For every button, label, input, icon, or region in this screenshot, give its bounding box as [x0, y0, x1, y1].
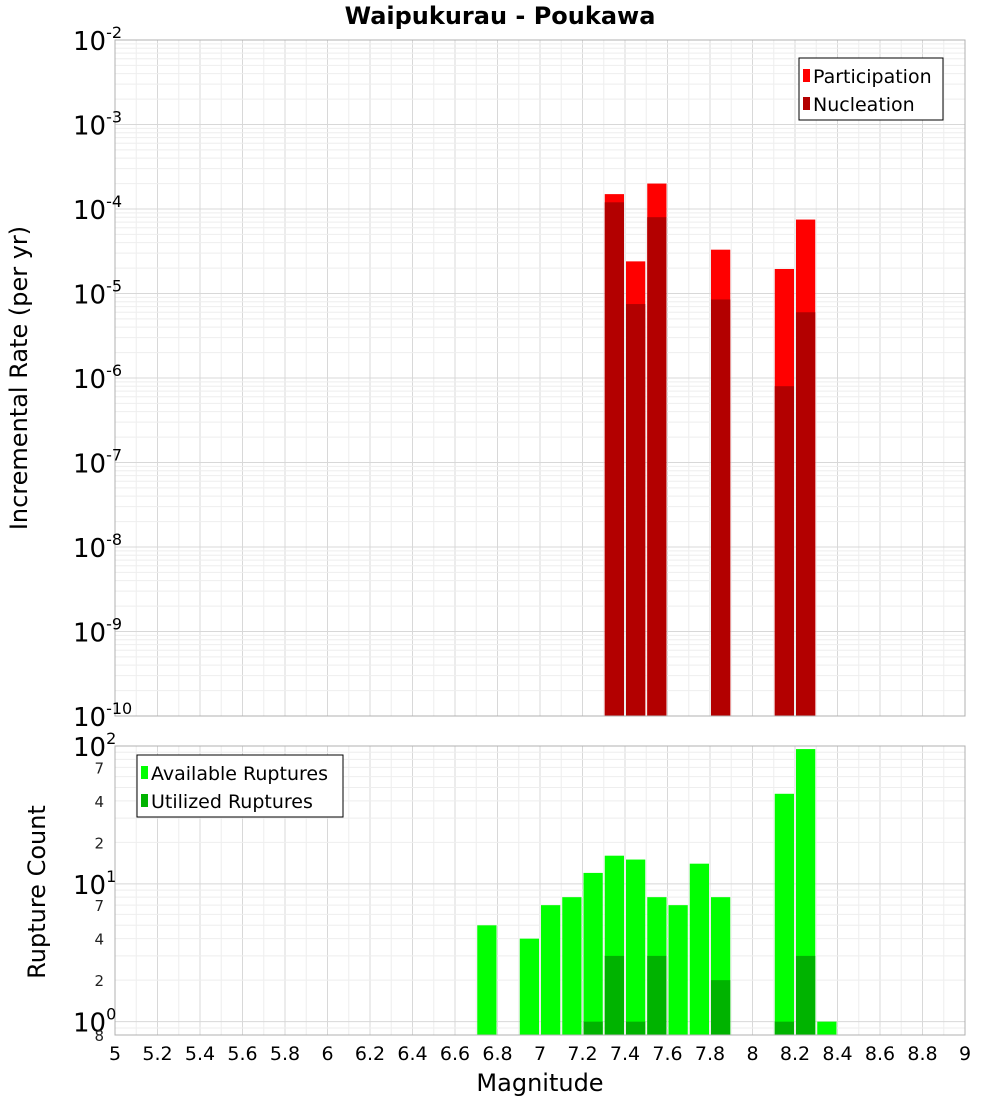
top-legend-swatch	[803, 69, 810, 82]
bottom-bar-utilized-ruptures	[796, 955, 816, 1035]
x-tick-label: 8.2	[780, 1043, 810, 1065]
bottom-bar-available-ruptures	[668, 905, 688, 1035]
bottom-legend-label: Available Ruptures	[151, 763, 328, 785]
x-tick-label: 5.2	[142, 1043, 172, 1065]
bottom-y-axis-label: Rupture Count	[23, 805, 51, 979]
top-y-axis-label: Incremental Rate (per yr)	[5, 226, 33, 530]
top-bar-nucleation	[774, 386, 794, 716]
top-bar-nucleation	[604, 202, 624, 716]
x-tick-label: 7.6	[652, 1043, 682, 1065]
bottom-y-minor-tick-label: 7	[94, 759, 104, 777]
x-tick-label: 8	[746, 1043, 758, 1065]
bottom-y-minor-tick-label: 2	[94, 972, 104, 990]
top-y-tick-label: 10-10	[73, 699, 132, 733]
bottom-bar-utilized-ruptures	[647, 955, 667, 1035]
x-tick-label: 7.4	[610, 1043, 640, 1065]
bottom-bar-available-ruptures	[774, 793, 794, 1035]
top-legend-box	[798, 57, 944, 121]
top-legend-label: Participation	[813, 66, 932, 88]
top-legend: Participation Nucleation	[798, 57, 944, 121]
x-tick-labels: 5 5.2 5.4 5.6 5.8 6 6.2 6.4 6.6 6.8 7 7.2 7.4 7.6 7.8 8…	[109, 1043, 971, 1065]
bottom-bar-available-ruptures	[626, 859, 646, 1035]
top-y-tick-label: 10-6	[73, 361, 122, 395]
top-y-tick-label: 10-3	[73, 108, 122, 142]
x-tick-label: 5.8	[270, 1043, 300, 1065]
top-bar-nucleation	[711, 299, 731, 716]
bottom-bar-utilized-ruptures	[774, 1021, 794, 1035]
top-plot-frame	[114, 39, 966, 717]
bottom-y-tick-label: 102	[73, 729, 116, 763]
bottom-bar-available-ruptures	[477, 925, 497, 1035]
bottom-legend: Available Ruptures Utilized Ruptures	[136, 754, 344, 818]
x-tick-label: 8.8	[907, 1043, 937, 1065]
x-tick-label: 7.2	[567, 1043, 597, 1065]
bottom-bar-available-ruptures	[817, 1021, 837, 1035]
bottom-bar-utilized-ruptures	[711, 980, 731, 1035]
bottom-bar-available-ruptures	[689, 863, 709, 1035]
x-tick-label: 6.4	[397, 1043, 427, 1065]
top-y-tick-label: 10-4	[73, 192, 122, 226]
top-y-tick-label: 10-9	[73, 615, 122, 649]
x-tick-label: 8.6	[865, 1043, 895, 1065]
bottom-legend-label: Utilized Ruptures	[151, 791, 313, 813]
x-tick-label: 6	[321, 1043, 333, 1065]
bottom-y-minor-tick-label: 8	[94, 1027, 104, 1045]
bottom-legend-box	[136, 754, 344, 818]
bottom-legend-swatch	[141, 794, 148, 807]
chart-title: Waipukurau - Poukawa	[345, 2, 656, 30]
x-tick-label: 6.6	[440, 1043, 470, 1065]
bottom-plot-frame	[114, 745, 966, 1036]
x-tick-label: 5.6	[227, 1043, 257, 1065]
top-y-tick-labels: 10-10 10-9 10-8 10-7 10-6 10-5 10-4 10-3 10-2	[73, 23, 132, 733]
bottom-y-tick-label: 100	[73, 1005, 116, 1039]
x-tick-label: 7	[534, 1043, 546, 1065]
bottom-bar-utilized-ruptures	[583, 1021, 603, 1035]
top-plot-grid	[114, 39, 966, 717]
x-tick-label: 5	[109, 1043, 121, 1065]
x-tick-label: 7.8	[695, 1043, 725, 1065]
top-bar-nucleation	[796, 312, 816, 716]
bottom-y-minor-tick-label: 2	[94, 834, 104, 852]
bottom-plot-bars	[477, 749, 837, 1035]
bottom-bar-available-ruptures	[541, 905, 561, 1035]
x-tick-label: 6.8	[482, 1043, 512, 1065]
top-y-tick-label: 10-8	[73, 530, 122, 564]
top-bar-nucleation	[647, 217, 667, 716]
bottom-bar-utilized-ruptures	[626, 1021, 646, 1035]
top-legend-swatch	[803, 97, 810, 110]
bottom-y-minor-tick-label: 4	[94, 793, 104, 811]
top-y-tick-label: 10-7	[73, 446, 122, 480]
x-axis-label: Magnitude	[476, 1069, 603, 1097]
top-legend-label: Nucleation	[813, 94, 915, 116]
bottom-legend-swatch	[141, 766, 148, 779]
bottom-bar-available-ruptures	[562, 897, 582, 1035]
bottom-y-tick-label: 101	[73, 867, 116, 901]
top-y-tick-label: 10-2	[73, 23, 122, 57]
bottom-bar-utilized-ruptures	[604, 955, 624, 1035]
top-bar-nucleation	[626, 304, 646, 716]
bottom-y-minor-tick-label: 7	[94, 897, 104, 915]
x-tick-label: 5.4	[185, 1043, 215, 1065]
x-tick-label: 9	[959, 1043, 971, 1065]
x-tick-label: 8.4	[822, 1043, 852, 1065]
bottom-bar-available-ruptures	[583, 872, 603, 1035]
x-tick-label: 6.2	[355, 1043, 385, 1065]
top-y-tick-label: 10-5	[73, 277, 122, 311]
bottom-y-tick-labels: 100 101 102 8 2 4 7 2 4 7	[73, 729, 116, 1045]
bottom-bar-available-ruptures	[519, 938, 539, 1035]
top-plot-bars	[604, 183, 816, 717]
bottom-y-minor-tick-label: 4	[94, 931, 104, 949]
